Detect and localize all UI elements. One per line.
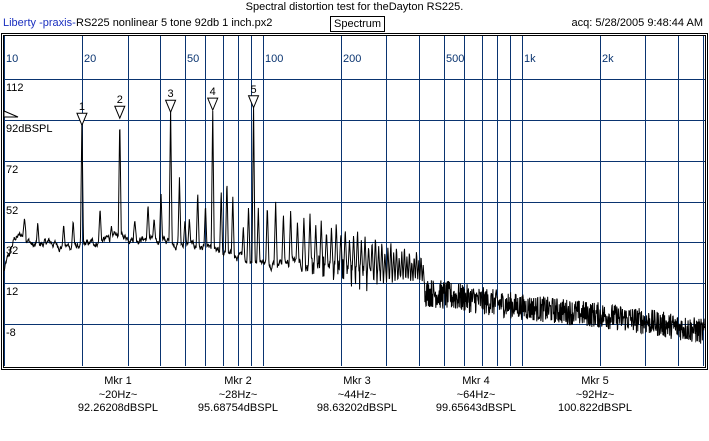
plot-frame <box>1 33 708 370</box>
plot-frame-inner <box>3 35 706 368</box>
marker-label: Mkr 3 <box>343 375 371 387</box>
x-tick-label: 1k <box>524 53 536 65</box>
marker-value-text: 92.26208dBSPL <box>77 402 159 414</box>
marker-freq-text: ~64Hz~ <box>456 388 496 401</box>
marker-label: Mkr 1 <box>104 375 132 387</box>
marker-value-text: 98.63202dBSPL <box>316 402 398 414</box>
marker-freq-text: ~28Hz~ <box>218 388 258 401</box>
x-tick-label: 20 <box>84 53 96 65</box>
marker-freq-text: ~92Hz~ <box>575 388 615 401</box>
y-tick-label: 72 <box>6 164 18 176</box>
marker-value-text: 100.822dBSPL <box>557 402 632 414</box>
x-tick-label: 500 <box>446 53 464 65</box>
spectrum-trace <box>3 106 706 344</box>
file-name: RS225 nonlinear 5 tone 92db 1 inch.px2 <box>76 17 273 29</box>
marker-number: 1 <box>79 101 85 113</box>
marker-value-text: 95.68754dBSPL <box>197 402 279 414</box>
marker-label: Mkr 2 <box>224 375 252 387</box>
y-tick-label: -8 <box>6 327 16 339</box>
marker-label: Mkr 4 <box>462 375 490 387</box>
marker-number: 2 <box>117 94 123 106</box>
reference-level-icon <box>3 110 19 118</box>
marker-readout-2: Mkr 2 ~28Hz~ 95.68754dBSPL <box>178 375 298 416</box>
marker-triangle-icon <box>76 112 88 127</box>
x-tick-label: 50 <box>187 53 199 65</box>
marker-number: 3 <box>168 88 174 100</box>
marker-readout-1: Mkr 1 ~20Hz~ 92.26208dBSPL <box>58 375 178 416</box>
marker-triangle-icon <box>206 97 219 112</box>
y-tick-label: 52 <box>6 205 18 217</box>
marker-triangle-icon <box>164 99 177 114</box>
marker-readout-5: Mkr 5 ~92Hz~ 100.822dBSPL <box>535 375 655 416</box>
spectrum-mode-button[interactable]: Spectrum <box>330 16 386 32</box>
marker-number: 5 <box>250 84 256 96</box>
y-tick-label: 92dBSPL <box>6 123 52 135</box>
acquisition-timestamp: acq: 5/28/2005 9:48:44 AM <box>571 17 704 29</box>
x-tick-label: 10 <box>6 53 18 65</box>
x-tick-label: 200 <box>343 53 361 65</box>
marker-freq-text: ~44Hz~ <box>337 388 377 401</box>
marker-triangle-icon <box>114 105 126 120</box>
app-name: Liberty -praxis- <box>3 17 76 29</box>
x-tick-label: 100 <box>265 53 283 65</box>
chart-title: Spectral distortion test for theDayton R… <box>245 1 464 13</box>
marker-label: Mkr 5 <box>581 375 609 387</box>
marker-readout-4: Mkr 4 ~64Hz~ 99.65643dBSPL <box>416 375 536 416</box>
marker-number: 4 <box>210 86 216 98</box>
marker-value-text: 99.65643dBSPL <box>435 402 517 414</box>
marker-readout-3: Mkr 3 ~44Hz~ 98.63202dBSPL <box>297 375 417 416</box>
y-tick-label: 12 <box>6 286 18 298</box>
x-tick-label: 2k <box>602 53 614 65</box>
marker-freq-text: ~20Hz~ <box>98 388 138 401</box>
y-tick-label: 112 <box>6 82 24 94</box>
marker-triangle-icon <box>247 95 260 110</box>
